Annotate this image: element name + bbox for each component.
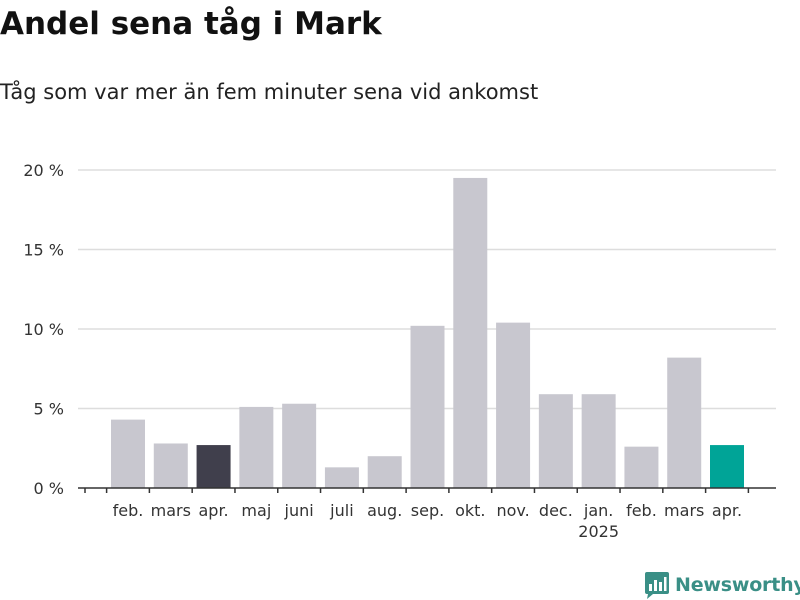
chart-title: Andel sena tåg i Mark — [0, 6, 382, 42]
bar — [581, 394, 616, 488]
x-tick-label: aug. — [367, 501, 402, 520]
bar-chart: 0 % 5 % 10 % 15 % 20 % feb. mars apr. maj juni jul… — [23, 161, 776, 541]
y-tick-label: 0 % — [34, 479, 64, 498]
bar — [153, 443, 188, 488]
x-tick-label: juni — [284, 501, 314, 520]
bar — [367, 456, 402, 488]
newsworthy-logo-text: Newsworthy — [675, 574, 800, 596]
bar — [410, 325, 445, 488]
x-tick-label: apr. — [198, 501, 228, 520]
y-tick-label: 15 % — [23, 241, 64, 260]
bar — [624, 446, 659, 488]
bar — [496, 322, 531, 488]
x-tick-label: sep. — [411, 501, 444, 520]
newsworthy-logo-icon — [645, 572, 669, 599]
bar — [196, 445, 231, 488]
x-year-label: 2025 — [578, 522, 619, 541]
x-tick-label: apr. — [712, 501, 742, 520]
x-tick-label: feb. — [113, 501, 144, 520]
bar — [324, 467, 359, 488]
newsworthy-logo: Newsworthy — [644, 570, 800, 600]
bar — [453, 177, 488, 488]
bar — [239, 406, 274, 488]
x-tick-label: jan. — [583, 501, 613, 520]
x-tick-label: nov. — [496, 501, 529, 520]
bar — [538, 394, 573, 488]
x-tick-label: mars — [664, 501, 704, 520]
bar — [111, 419, 145, 488]
chart-subtitle: Tåg som var mer än fem minuter sena vid … — [0, 80, 539, 104]
y-tick-label: 20 % — [23, 161, 64, 180]
x-tick-label: juli — [329, 501, 353, 520]
bar — [282, 403, 317, 488]
x-tick-label: okt. — [455, 501, 485, 520]
y-tick-label: 5 % — [34, 400, 64, 419]
x-tick-label: maj — [241, 501, 271, 520]
bar — [667, 357, 702, 488]
y-tick-label: 10 % — [23, 320, 64, 339]
x-tick-label: dec. — [539, 501, 573, 520]
x-tick-label: mars — [151, 501, 191, 520]
x-tick-label: feb. — [626, 501, 657, 520]
bar — [710, 445, 744, 488]
